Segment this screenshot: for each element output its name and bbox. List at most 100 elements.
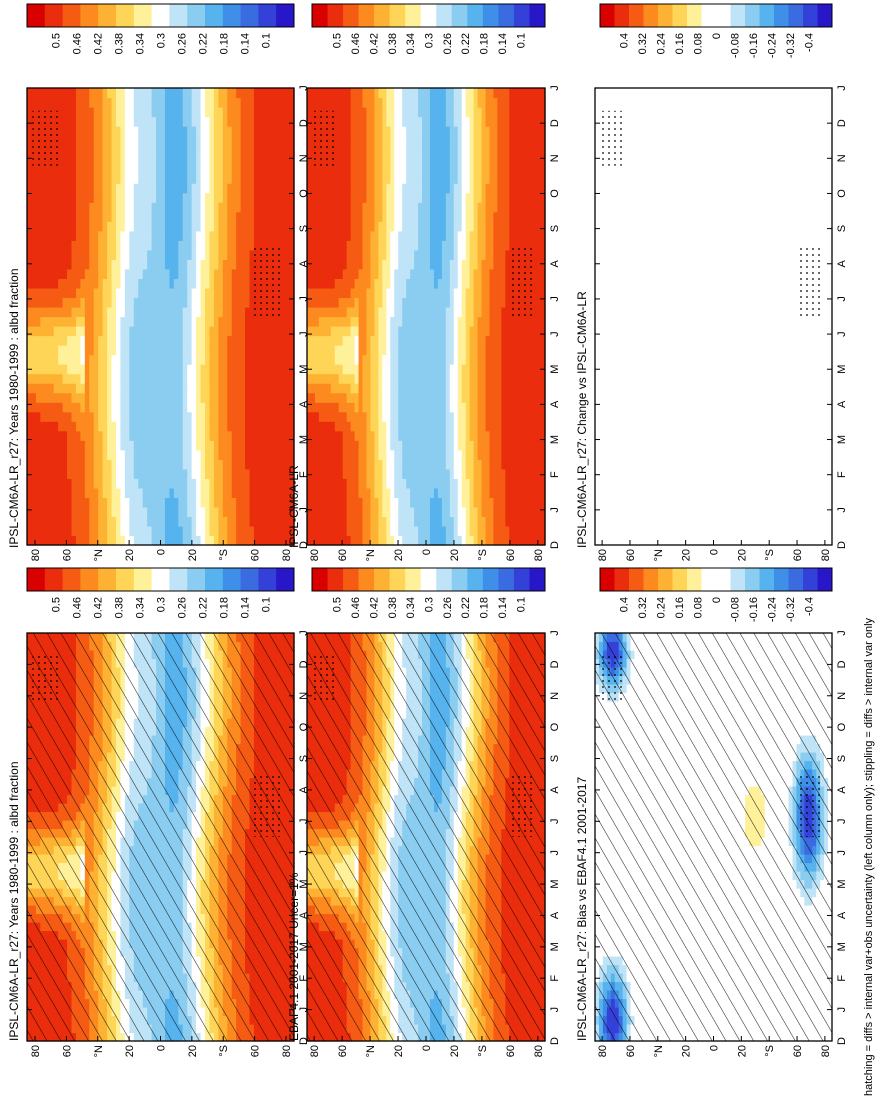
latitude-tick-label: 0 (156, 549, 168, 555)
colorbar-label: 0.5 (50, 33, 62, 48)
colorbar-label: 0.46 (350, 33, 362, 54)
month-tick-label: D (836, 1037, 848, 1045)
colorbar-swatch (760, 4, 775, 27)
colorbar-label: 0.22 (460, 597, 472, 618)
colorbar-swatch (658, 568, 673, 591)
latitude-tick-label: 80 (533, 549, 545, 561)
colorbar-label: 0.32 (637, 33, 649, 54)
latitude-tick-label: 0 (156, 1045, 168, 1051)
month-tick-label: J (549, 507, 561, 513)
latitude-tick-label: 20 (681, 1045, 693, 1057)
month-tick-label: J (836, 296, 848, 302)
month-tick-label: O (836, 189, 848, 198)
colorbar-swatch (514, 4, 530, 27)
month-tick-label: A (836, 786, 848, 794)
latitude-tick-label: 80 (309, 1045, 321, 1057)
colorbar-swatch (673, 4, 688, 27)
latitude-tick-label: 80 (820, 549, 832, 561)
latitude-tick-label: °S (218, 1045, 230, 1057)
colorbar-swatch (152, 568, 170, 591)
colorbar-swatch (312, 4, 328, 27)
month-tick-label: M (836, 365, 848, 374)
latitude-tick-label: 80 (281, 1045, 293, 1057)
latitude-tick-label: 0 (709, 549, 721, 555)
month-tick-label: F (549, 471, 561, 478)
colorbar-swatch (80, 4, 98, 27)
colorbar-label: 0.26 (177, 597, 189, 618)
colorbar-swatch (374, 4, 390, 27)
colorbar-swatch (116, 568, 134, 591)
colorbar-label: 0.38 (387, 597, 399, 618)
colorbar-label: 0.42 (92, 33, 104, 54)
latitude-tick-label: 60 (250, 549, 262, 561)
colorbar-swatch (134, 4, 152, 27)
latitude-tick-label: 0 (421, 549, 433, 555)
panel-title: IPSL-CM6A-LR (287, 465, 301, 548)
colorbar-label: -0.32 (785, 597, 797, 622)
month-tick-label: D (549, 1037, 561, 1045)
footer-text: hatching = diffs > internal var+obs unce… (863, 617, 875, 1096)
month-tick-label: J (549, 819, 561, 825)
colorbar-label: 0.34 (405, 33, 417, 54)
colorbar-swatch (716, 568, 731, 591)
colorbar-swatch (343, 4, 359, 27)
month-tick-label: A (549, 400, 561, 408)
footer-caption: hatching = diffs > internal var+obs unce… (863, 617, 875, 1096)
colorbar-swatch (498, 568, 514, 591)
colorbar-label: 0.42 (368, 33, 380, 54)
colorbar-label: 0.32 (637, 597, 649, 618)
month-tick-label: J (836, 331, 848, 337)
month-tick-label: S (549, 225, 561, 232)
colorbar-label: 0.1 (515, 33, 527, 48)
month-tick-label: J (836, 507, 848, 513)
colorbar-label: 0.08 (693, 597, 705, 618)
colorbar-label: 0.26 (442, 597, 454, 618)
month-tick-label: J (836, 85, 848, 91)
month-tick-label: O (549, 189, 561, 198)
colorbar-swatch (328, 4, 344, 27)
month-tick-label: J (836, 819, 848, 825)
colorbar-swatch (359, 568, 375, 591)
colorbar-swatch (45, 4, 63, 27)
colorbar-label: 0.3 (156, 33, 168, 48)
latitude-tick-label: 0 (709, 1045, 721, 1051)
month-tick-label: J (836, 850, 848, 856)
month-tick-label: N (836, 154, 848, 162)
colorbar-swatch (774, 4, 789, 27)
colorbar-swatch (818, 4, 833, 27)
colorbar-swatch (98, 568, 116, 591)
latitude-tick-label: °S (477, 1045, 489, 1057)
latitude-tick-label: °N (653, 549, 665, 561)
colorbar-label: -0.24 (766, 33, 778, 58)
colorbar-swatch (116, 4, 134, 27)
colorbar-swatch (343, 568, 359, 591)
colorbar-label: 0.3 (156, 597, 168, 612)
colorbar-label: 0.08 (693, 33, 705, 54)
latitude-tick-label: °N (93, 1045, 105, 1057)
month-tick-label: J (549, 85, 561, 91)
colorbar-swatch (514, 568, 530, 591)
colorbar-label: 0.14 (497, 33, 509, 54)
colorbar-swatch (529, 4, 545, 27)
latitude-tick-label: °N (653, 1045, 665, 1057)
latitude-tick-label: 60 (337, 549, 349, 561)
latitude-tick-label: 20 (393, 1045, 405, 1057)
colorbar-swatch (63, 4, 81, 27)
latitude-tick-label: 80 (30, 549, 42, 561)
month-tick-label: A (549, 259, 561, 267)
latitude-tick-label: 0 (421, 1045, 433, 1051)
latitude-tick-label: 80 (281, 549, 293, 561)
colorbar-label: 0.46 (350, 597, 362, 618)
month-tick-label: A (549, 786, 561, 794)
colorbar-label: 0.42 (368, 597, 380, 618)
month-tick-label: S (549, 755, 561, 762)
latitude-tick-label: 80 (30, 1045, 42, 1057)
colorbar-label: 0.5 (50, 597, 62, 612)
colorbar-swatch (731, 568, 746, 591)
colorbar-swatch (436, 568, 452, 591)
month-tick-label: D (549, 119, 561, 127)
